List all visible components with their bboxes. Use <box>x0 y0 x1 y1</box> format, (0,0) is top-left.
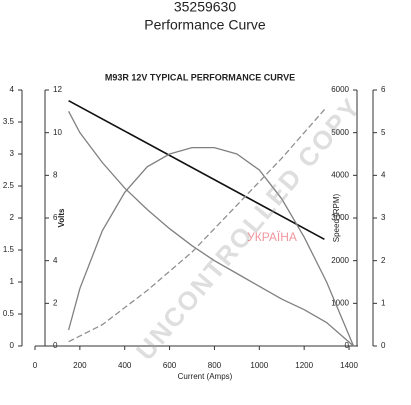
y-tick-label: 1 <box>10 277 15 286</box>
x-tick-label: 200 <box>73 361 87 370</box>
data-line <box>68 110 354 347</box>
y-tick-label: 4 <box>53 256 58 265</box>
y-tick-label: 4 <box>381 170 386 179</box>
y-tick-label: 6 <box>53 213 58 222</box>
y-tick-label: 2 <box>381 256 386 265</box>
y-tick-label: 6000 <box>331 85 349 94</box>
y-tick-label: 0.5 <box>3 309 15 318</box>
y2-axis-label: Volts <box>57 208 66 228</box>
y-tick-label: 2 <box>10 213 15 222</box>
y-tick-label: 0 <box>10 341 15 350</box>
y-tick-label: 10 <box>53 128 62 137</box>
y-tick-label: 3.5 <box>3 117 15 126</box>
y-tick-label: 12 <box>53 85 62 94</box>
y-tick-label: 1 <box>381 298 386 307</box>
y-tick-label: 6 <box>381 85 386 94</box>
chart-title: M93R 12V TYPICAL PERFORMANCE CURVE <box>105 72 295 82</box>
y-tick-label: 0 <box>381 341 386 350</box>
page-subtitle: Performance Curve <box>144 17 266 33</box>
x-tick-label: 1000 <box>250 361 268 370</box>
x-tick-label: 0 <box>33 361 38 370</box>
data-line <box>68 106 328 343</box>
y-tick-label: 3000 <box>331 213 349 222</box>
y-tick-label: 3 <box>10 149 15 158</box>
y-tick-label: 4000 <box>331 170 349 179</box>
x-tick-label: 400 <box>118 361 132 370</box>
y-tick-label: 5000 <box>331 128 349 137</box>
part-number: 35259630 <box>174 0 237 15</box>
y-tick-label: 1.5 <box>3 245 15 254</box>
x-tick-label: 1200 <box>295 361 313 370</box>
x-tick-label: 1400 <box>340 361 358 370</box>
y-tick-label: 4 <box>10 85 15 94</box>
x-tick-label: 600 <box>163 361 177 370</box>
data-line <box>68 99 325 241</box>
y3-axis-label: Speed (RPM) <box>332 193 341 242</box>
x-tick-label: 800 <box>208 361 222 370</box>
y-tick-label: 1000 <box>331 298 349 307</box>
y-tick-label: 8 <box>53 170 58 179</box>
y-tick-label: 2 <box>53 298 58 307</box>
y-tick-label: 3 <box>381 213 386 222</box>
y-tick-label: 2000 <box>331 256 349 265</box>
data-line <box>67 146 355 347</box>
logo-text: УКРАЇНА <box>247 230 297 244</box>
y-tick-label: 2.5 <box>3 181 15 190</box>
x-axis-label: Current (Amps) <box>178 372 233 381</box>
y-tick-label: 5 <box>381 128 386 137</box>
